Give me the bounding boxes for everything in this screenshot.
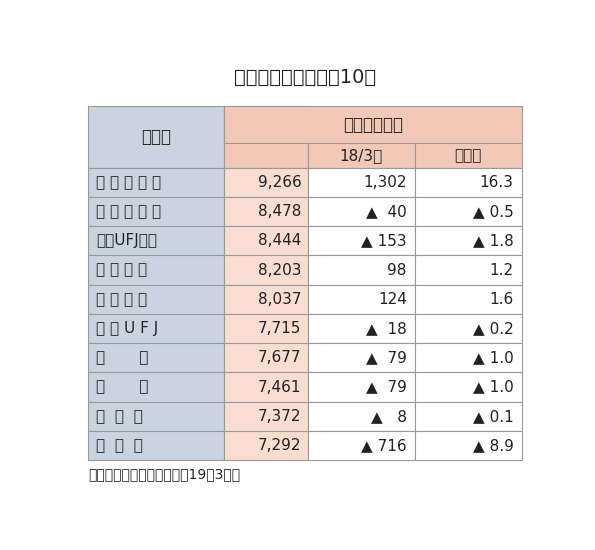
Text: ▲  18: ▲ 18: [366, 321, 407, 336]
Bar: [224, 402, 308, 431]
Bar: [224, 197, 308, 226]
Text: 増加率: 増加率: [455, 148, 482, 163]
Bar: [415, 197, 522, 226]
Bar: [224, 314, 308, 343]
Text: ▲ 0.1: ▲ 0.1: [473, 409, 514, 424]
Bar: [88, 402, 224, 431]
Text: 8,203: 8,203: [258, 262, 302, 278]
Bar: [88, 197, 224, 226]
Text: 98: 98: [387, 262, 407, 278]
Bar: [415, 285, 522, 314]
Bar: [308, 197, 415, 226]
Text: 8,444: 8,444: [258, 233, 302, 248]
Text: 8,037: 8,037: [258, 292, 302, 307]
Text: 16.3: 16.3: [480, 175, 514, 190]
Bar: [415, 402, 522, 431]
Text: ▲ 153: ▲ 153: [361, 233, 407, 248]
Text: ▲ 1.0: ▲ 1.0: [473, 379, 514, 394]
Bar: [224, 372, 308, 402]
Bar: [88, 106, 224, 168]
Bar: [415, 343, 522, 372]
Bar: [415, 143, 522, 168]
Bar: [224, 106, 522, 143]
Text: 三菱UFJ信託: 三菱UFJ信託: [96, 233, 157, 248]
Bar: [88, 314, 224, 343]
Bar: [415, 431, 522, 460]
Bar: [415, 372, 522, 402]
Bar: [415, 255, 522, 285]
Bar: [88, 255, 224, 285]
Text: ▲  79: ▲ 79: [366, 350, 407, 365]
Text: 8,478: 8,478: [258, 204, 302, 219]
Bar: [224, 106, 308, 168]
Bar: [415, 226, 522, 255]
Bar: [415, 314, 522, 343]
Text: 7,715: 7,715: [258, 321, 302, 336]
Bar: [308, 402, 415, 431]
Bar: [308, 143, 415, 168]
Text: ▲ 8.9: ▲ 8.9: [473, 438, 514, 453]
Text: 新       生: 新 生: [96, 350, 148, 365]
Text: ▲   8: ▲ 8: [371, 409, 407, 424]
Text: ス  ル  ガ: ス ル ガ: [96, 438, 143, 453]
Text: 三 井 住 友: 三 井 住 友: [96, 262, 147, 278]
Bar: [224, 343, 308, 372]
Text: 三 菱 U F J: 三 菱 U F J: [96, 321, 158, 336]
Bar: [224, 255, 308, 285]
Bar: [88, 431, 224, 460]
Text: ▲ 1.0: ▲ 1.0: [473, 350, 514, 365]
Text: 9,266: 9,266: [258, 175, 302, 190]
Text: ▲  79: ▲ 79: [366, 379, 407, 394]
Bar: [308, 314, 415, 343]
Text: 静       岡: 静 岡: [96, 379, 148, 394]
Text: ▲ 0.2: ▲ 0.2: [473, 321, 514, 336]
Text: あ お ぞ ら: あ お ぞ ら: [96, 292, 147, 307]
Bar: [88, 285, 224, 314]
Bar: [308, 343, 415, 372]
Bar: [308, 431, 415, 460]
Bar: [415, 168, 522, 197]
Bar: [308, 285, 415, 314]
Text: ▲ 0.5: ▲ 0.5: [473, 204, 514, 219]
Text: ▲ 1.8: ▲ 1.8: [473, 233, 514, 248]
Bar: [308, 255, 415, 285]
Bar: [308, 372, 415, 402]
Bar: [224, 226, 308, 255]
Text: 平均年間給与: 平均年間給与: [343, 116, 403, 134]
Bar: [88, 372, 224, 402]
Text: 1.2: 1.2: [490, 262, 514, 278]
Text: （注）　単位：千円、％、19年3月期: （注） 単位：千円、％、19年3月期: [88, 467, 240, 481]
Text: み ず ほ 信 託: み ず ほ 信 託: [96, 204, 161, 219]
Text: 7,372: 7,372: [258, 409, 302, 424]
Text: 平均年間給与　上众10行: 平均年間給与 上众10行: [234, 68, 376, 87]
Bar: [224, 168, 308, 197]
Bar: [308, 168, 415, 197]
Bar: [224, 285, 308, 314]
Text: 7,677: 7,677: [258, 350, 302, 365]
Text: 銀行名: 銀行名: [141, 128, 171, 146]
Text: 124: 124: [378, 292, 407, 307]
Text: ▲  40: ▲ 40: [366, 204, 407, 219]
Text: ▲ 716: ▲ 716: [361, 438, 407, 453]
Bar: [88, 168, 224, 197]
Text: み  ず  ほ: み ず ほ: [96, 409, 143, 424]
Text: 7,461: 7,461: [258, 379, 302, 394]
Bar: [308, 226, 415, 255]
Text: 1.6: 1.6: [490, 292, 514, 307]
Bar: [88, 226, 224, 255]
Text: 1,302: 1,302: [364, 175, 407, 190]
Text: 7,292: 7,292: [258, 438, 302, 453]
Text: 東 京 ス タ ー: 東 京 ス タ ー: [96, 175, 161, 190]
Bar: [88, 343, 224, 372]
Text: 18/3比: 18/3比: [340, 148, 383, 163]
Bar: [224, 431, 308, 460]
